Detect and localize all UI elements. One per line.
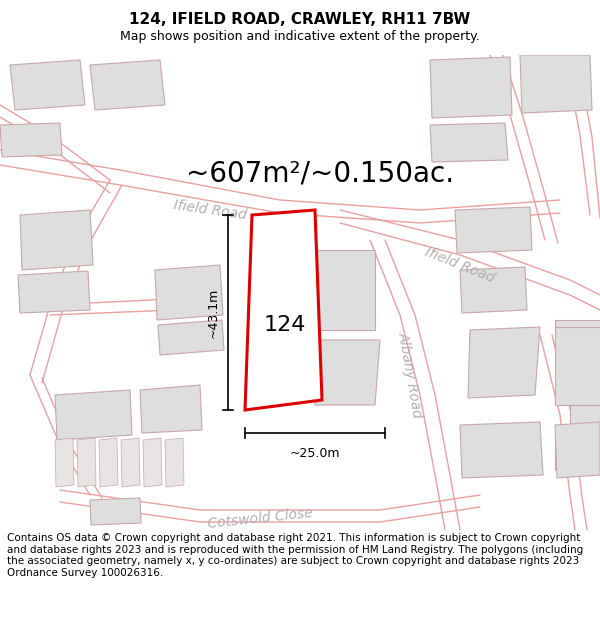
- Polygon shape: [77, 438, 96, 487]
- Polygon shape: [140, 385, 202, 433]
- Polygon shape: [55, 438, 74, 487]
- Polygon shape: [555, 422, 600, 478]
- Polygon shape: [315, 250, 375, 330]
- Polygon shape: [460, 422, 543, 478]
- Polygon shape: [430, 57, 512, 118]
- Text: Contains OS data © Crown copyright and database right 2021. This information is : Contains OS data © Crown copyright and d…: [7, 533, 583, 578]
- Polygon shape: [20, 210, 93, 270]
- Polygon shape: [315, 340, 380, 405]
- Polygon shape: [555, 440, 600, 470]
- Polygon shape: [245, 210, 322, 410]
- Polygon shape: [520, 55, 592, 113]
- Polygon shape: [460, 267, 527, 313]
- Polygon shape: [455, 207, 532, 253]
- Polygon shape: [165, 438, 184, 487]
- Polygon shape: [430, 123, 508, 162]
- Polygon shape: [143, 438, 162, 487]
- Text: Albany Road: Albany Road: [395, 331, 424, 419]
- Polygon shape: [158, 320, 224, 355]
- Polygon shape: [90, 498, 141, 525]
- Polygon shape: [90, 60, 165, 110]
- Polygon shape: [99, 438, 118, 487]
- Polygon shape: [18, 271, 90, 313]
- Polygon shape: [555, 320, 600, 327]
- Polygon shape: [0, 123, 62, 157]
- Polygon shape: [121, 438, 140, 487]
- Text: Ifield Road: Ifield Road: [423, 245, 497, 285]
- Text: Ifield Road: Ifield Road: [173, 198, 247, 222]
- Text: ~25.0m: ~25.0m: [290, 447, 340, 460]
- Polygon shape: [570, 405, 600, 440]
- Text: 124, IFIELD ROAD, CRAWLEY, RH11 7BW: 124, IFIELD ROAD, CRAWLEY, RH11 7BW: [130, 12, 470, 27]
- Polygon shape: [10, 60, 85, 110]
- Polygon shape: [55, 390, 132, 440]
- Text: ~607m²/~0.150ac.: ~607m²/~0.150ac.: [186, 159, 454, 187]
- Polygon shape: [555, 325, 600, 405]
- Text: ~43.1m: ~43.1m: [207, 288, 220, 338]
- Text: Map shows position and indicative extent of the property.: Map shows position and indicative extent…: [120, 30, 480, 43]
- Text: Cotswold Close: Cotswold Close: [206, 506, 313, 531]
- Polygon shape: [155, 265, 223, 320]
- Text: 124: 124: [264, 315, 306, 335]
- Polygon shape: [468, 327, 540, 398]
